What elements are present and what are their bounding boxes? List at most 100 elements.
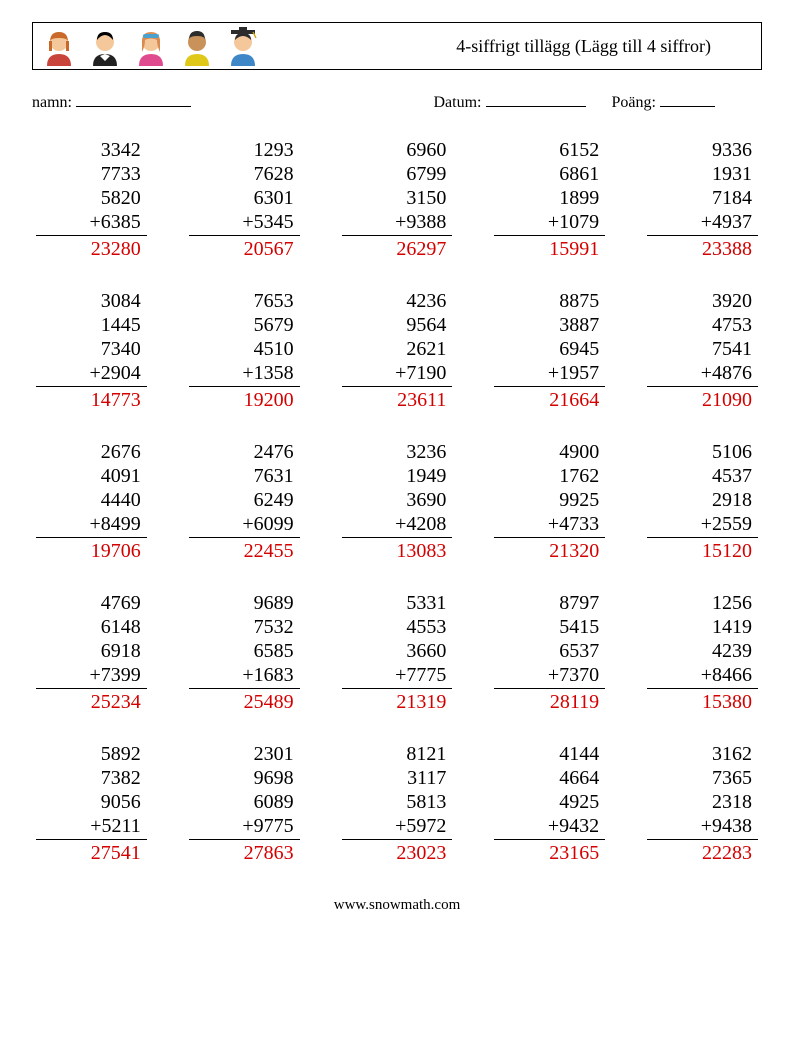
- operand: 2301: [189, 742, 300, 766]
- operand: 7532: [189, 615, 300, 639]
- answer: 15991: [494, 236, 605, 261]
- operand-last: +4876: [647, 361, 758, 387]
- operand-last: +4733: [494, 512, 605, 538]
- problem: 765356794510+135819200: [189, 289, 300, 412]
- operand: 1949: [342, 464, 453, 488]
- operand: 3117: [342, 766, 453, 790]
- operand: 7541: [647, 337, 758, 361]
- operand: 4091: [36, 464, 147, 488]
- avatar-icon: [89, 26, 121, 66]
- operand: 3236: [342, 440, 453, 464]
- operand: 1762: [494, 464, 605, 488]
- operand: 3887: [494, 313, 605, 337]
- operand: 9925: [494, 488, 605, 512]
- operand: 4144: [494, 742, 605, 766]
- answer: 26297: [342, 236, 453, 261]
- operand: 5415: [494, 615, 605, 639]
- problem: 414446644925+943223165: [494, 742, 605, 865]
- operand: 2318: [647, 790, 758, 814]
- operand-last: +2904: [36, 361, 147, 387]
- operand: 9336: [647, 138, 758, 162]
- operand: 1931: [647, 162, 758, 186]
- answer: 23280: [36, 236, 147, 261]
- operand: 9689: [189, 591, 300, 615]
- operand-last: +8499: [36, 512, 147, 538]
- operand: 4925: [494, 790, 605, 814]
- operand: 4553: [342, 615, 453, 639]
- problem: 392047537541+487621090: [647, 289, 758, 412]
- operand: 7340: [36, 337, 147, 361]
- header-box: 4-siffrigt tillägg (Lägg till 4 siffror): [32, 22, 762, 70]
- name-blank: [76, 90, 191, 107]
- problem: 267640914440+849919706: [36, 440, 147, 563]
- operand: 9698: [189, 766, 300, 790]
- operand-last: +7399: [36, 663, 147, 689]
- problem: 533145533660+777521319: [342, 591, 453, 714]
- operand: 5813: [342, 790, 453, 814]
- operand: 7733: [36, 162, 147, 186]
- answer: 27541: [36, 840, 147, 865]
- operand-last: +9775: [189, 814, 300, 840]
- problem: 887538876945+195721664: [494, 289, 605, 412]
- operand-last: +9388: [342, 210, 453, 236]
- operand-last: +5972: [342, 814, 453, 840]
- answer: 23611: [342, 387, 453, 412]
- problem: 812131175813+597223023: [342, 742, 453, 865]
- answer: 23023: [342, 840, 453, 865]
- operand: 6152: [494, 138, 605, 162]
- answer: 19706: [36, 538, 147, 563]
- answer: 22283: [647, 840, 758, 865]
- operand: 6089: [189, 790, 300, 814]
- operand: 2476: [189, 440, 300, 464]
- operand: 8121: [342, 742, 453, 766]
- problem: 334277335820+638523280: [36, 138, 147, 261]
- operand-last: +7775: [342, 663, 453, 689]
- problem: 308414457340+290414773: [36, 289, 147, 412]
- operand-last: +9438: [647, 814, 758, 840]
- answer: 28119: [494, 689, 605, 714]
- info-row: namn: Datum: Poäng:: [32, 90, 762, 112]
- problem: 933619317184+493723388: [647, 138, 758, 261]
- operand-last: +9432: [494, 814, 605, 840]
- operand: 8875: [494, 289, 605, 313]
- operand: 4510: [189, 337, 300, 361]
- operand: 6301: [189, 186, 300, 210]
- operand-last: +6385: [36, 210, 147, 236]
- problem: 125614194239+846615380: [647, 591, 758, 714]
- avatar-row: [43, 26, 259, 66]
- operand: 3150: [342, 186, 453, 210]
- operand: 5679: [189, 313, 300, 337]
- operand: 1899: [494, 186, 605, 210]
- name-label: namn:: [32, 94, 72, 111]
- operand: 2621: [342, 337, 453, 361]
- footer-url: www.snowmath.com: [32, 897, 762, 914]
- operand: 6960: [342, 138, 453, 162]
- operand: 1293: [189, 138, 300, 162]
- date-blank: [486, 90, 586, 107]
- problem: 476961486918+739925234: [36, 591, 147, 714]
- avatar-icon: [181, 26, 213, 66]
- avatar-icon: [227, 26, 259, 66]
- operand: 4753: [647, 313, 758, 337]
- operand: 3162: [647, 742, 758, 766]
- operand: 7382: [36, 766, 147, 790]
- answer: 19200: [189, 387, 300, 412]
- operand: 2918: [647, 488, 758, 512]
- operand: 3690: [342, 488, 453, 512]
- operand-last: +4937: [647, 210, 758, 236]
- answer: 23388: [647, 236, 758, 261]
- answer: 25234: [36, 689, 147, 714]
- operand: 4537: [647, 464, 758, 488]
- page-title: 4-siffrigt tillägg (Lägg till 4 siffror): [456, 36, 751, 57]
- answer: 14773: [36, 387, 147, 412]
- answer: 27863: [189, 840, 300, 865]
- operand: 6945: [494, 337, 605, 361]
- operand: 4440: [36, 488, 147, 512]
- operand: 7628: [189, 162, 300, 186]
- operand: 5106: [647, 440, 758, 464]
- answer: 21664: [494, 387, 605, 412]
- operand: 4236: [342, 289, 453, 313]
- operand: 3084: [36, 289, 147, 313]
- answer: 20567: [189, 236, 300, 261]
- worksheet-page: 4-siffrigt tillägg (Lägg till 4 siffror)…: [0, 0, 794, 944]
